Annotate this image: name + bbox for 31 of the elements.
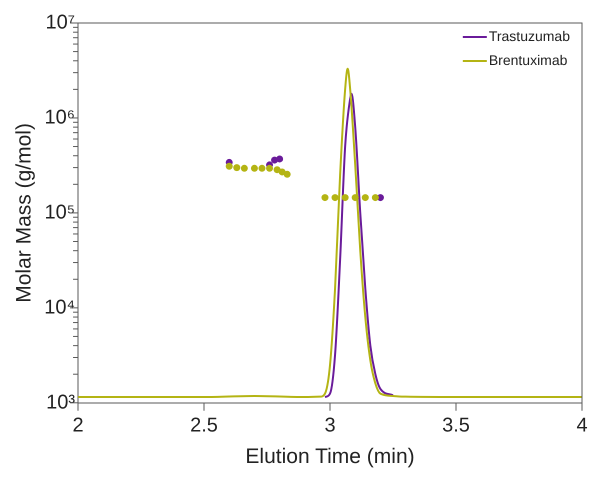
- point: [342, 194, 349, 202]
- x-tick-label: 3.5: [442, 414, 470, 436]
- y-tick-label: 10⁵: [44, 201, 76, 224]
- line-series: [78, 68, 582, 398]
- y-tick-label: 10⁷: [46, 12, 76, 34]
- x-tick-label: 3: [324, 414, 336, 436]
- point: [226, 162, 233, 170]
- y-axis-title: Molar Mass (g/mol): [12, 123, 36, 303]
- y-tick-label: 10⁶: [44, 106, 76, 128]
- point: [332, 194, 339, 202]
- point: [276, 155, 284, 162]
- point: [362, 194, 369, 202]
- point: [278, 168, 286, 176]
- legend-label: Brentuximab: [488, 52, 568, 68]
- line-series: [324, 92, 394, 398]
- point: [284, 170, 291, 178]
- point: [233, 164, 240, 172]
- x-tick-label: 2: [72, 414, 84, 436]
- point: [250, 164, 258, 172]
- point: [258, 164, 266, 172]
- x-axis-title: Elution Time (min): [245, 445, 415, 468]
- point: [266, 164, 274, 172]
- y-tick-label: 10³: [46, 391, 76, 414]
- point: [240, 164, 248, 172]
- x-tick-label: 4: [576, 414, 588, 436]
- legend-label: Trastuzumab: [488, 28, 570, 44]
- point: [372, 194, 379, 202]
- x-tick-label: 2.5: [190, 414, 218, 436]
- point: [321, 194, 328, 202]
- point: [352, 194, 359, 202]
- y-tick-label: 10⁴: [44, 296, 76, 318]
